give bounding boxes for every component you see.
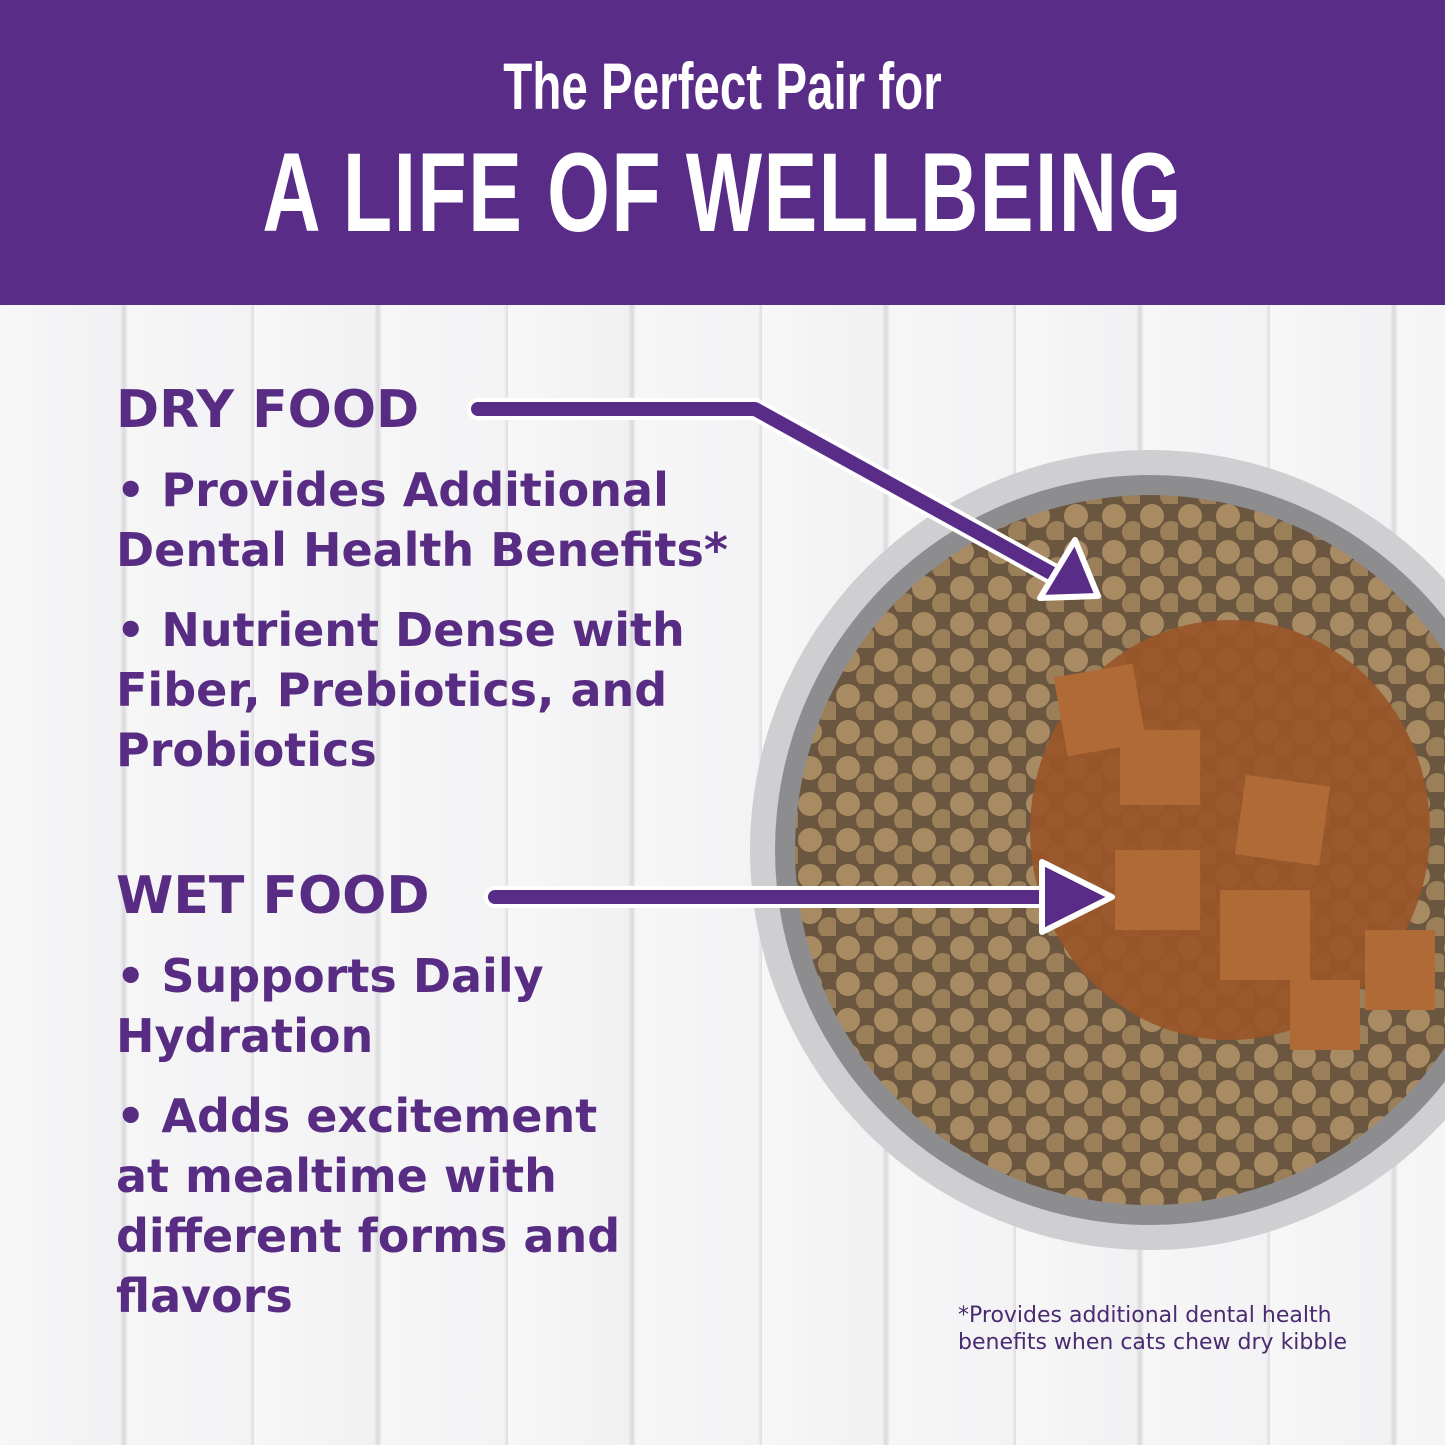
header-banner: The Perfect Pair for A LIFE OF WELLBEING — [0, 0, 1445, 305]
footnote: *Provides additional dental health benef… — [958, 1302, 1347, 1356]
wet-food-section: WET FOOD • Supports Daily Hydration • Ad… — [116, 866, 656, 1326]
header-subtitle: The Perfect Pair for — [503, 49, 942, 123]
dry-food-section: DRY FOOD • Provides Additional Dental He… — [116, 380, 756, 780]
wet-arrowhead — [1039, 859, 1115, 935]
dry-food-title: DRY FOOD — [116, 380, 420, 440]
footnote-line: *Provides additional dental health — [958, 1303, 1332, 1328]
wet-food-title: WET FOOD — [116, 866, 430, 926]
dry-food-arrow — [471, 402, 1067, 585]
dry-food-benefit: • Provides Additional Dental Health Bene… — [116, 463, 728, 577]
dry-food-benefit: • Nutrient Dense with Fiber, Prebiotics,… — [116, 603, 685, 777]
footnote-line: benefits when cats chew dry kibble — [958, 1330, 1347, 1355]
wet-food-benefit: • Supports Daily Hydration — [116, 949, 544, 1063]
dry-arrowhead — [1037, 537, 1101, 601]
header-title: A LIFE OF WELLBEING — [262, 130, 1183, 255]
wet-food-benefit: • Adds excitement at mealtime with diffe… — [116, 1089, 621, 1323]
